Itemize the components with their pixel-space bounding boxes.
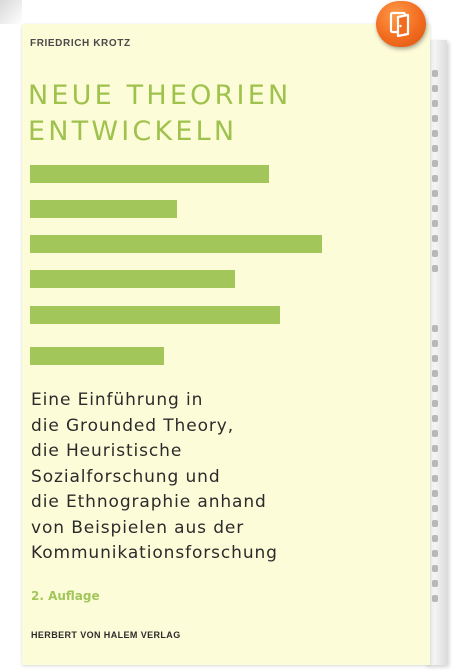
page-edge-mark xyxy=(432,145,438,152)
page-edge-mark xyxy=(432,175,438,182)
page-edge-mark xyxy=(432,205,438,212)
corner-shadow xyxy=(0,0,22,24)
decorative-bar-6 xyxy=(30,347,164,365)
page-edge-mark xyxy=(432,595,438,602)
subtitle-line: die Grounded Theory, xyxy=(31,415,235,436)
page-edge-mark xyxy=(432,100,438,107)
read-preview-button[interactable] xyxy=(376,1,426,47)
page-edge-mark xyxy=(432,475,438,482)
edition-label: 2. Auflage xyxy=(31,589,100,603)
page-edge-mark xyxy=(432,505,438,512)
page-edge-mark xyxy=(432,445,438,452)
decorative-bar-3 xyxy=(30,235,322,253)
page-edge-mark xyxy=(432,580,438,587)
page-edge-mark xyxy=(432,325,438,332)
subtitle-line: Kommunikationsforschung xyxy=(31,543,278,563)
page-edge-mark xyxy=(432,490,438,497)
open-book-icon xyxy=(389,11,410,37)
page-edge-mark xyxy=(432,355,438,362)
page-edge-mark xyxy=(432,115,438,122)
decorative-bar-1 xyxy=(30,165,269,183)
page-edge-mark xyxy=(432,85,438,92)
page-edge-mark xyxy=(432,235,438,242)
publisher-name: HERBERT VON HALEM VERLAG xyxy=(31,630,181,640)
page-stack-edge xyxy=(425,40,447,665)
page-edge-mark xyxy=(432,415,438,422)
author-name: FRIEDRICH KROTZ xyxy=(30,38,131,49)
page-edge-mark xyxy=(432,400,438,407)
subtitle-line: die Ethnographie anhand xyxy=(31,492,267,512)
subtitle-line: Eine Einführung in xyxy=(31,390,204,410)
subtitle-line: von Beispielen aus der xyxy=(31,517,245,538)
page-edge-mark xyxy=(432,220,438,227)
decorative-bar-5 xyxy=(30,306,280,324)
page-edge-mark xyxy=(432,535,438,542)
page-edge-mark xyxy=(432,340,438,347)
page-edge-mark xyxy=(432,190,438,197)
page-edge-mark xyxy=(432,160,438,167)
page-edge-mark xyxy=(432,370,438,377)
page-edge-mark xyxy=(432,460,438,467)
page-edge-mark xyxy=(432,550,438,557)
page-edge-mark xyxy=(432,250,438,257)
page-edge-mark xyxy=(432,385,438,392)
page-edge-mark xyxy=(432,430,438,437)
page-edge-mark xyxy=(432,130,438,137)
page-edge-mark xyxy=(432,70,438,77)
title-line-1: NEUE THEORIEN xyxy=(28,80,292,111)
decorative-bar-2 xyxy=(30,200,177,218)
decorative-bar-4 xyxy=(30,270,235,288)
title-line-2: ENTWICKELN xyxy=(28,116,238,147)
subtitle-line: Sozialforschung und xyxy=(31,466,221,487)
page-edge-mark xyxy=(432,265,438,272)
book-cover[interactable] xyxy=(22,24,430,665)
subtitle-line: die Heuristische xyxy=(31,441,183,461)
page-edge-mark xyxy=(432,565,438,572)
book-subtitle: Eine Einführung in die Grounded Theory, … xyxy=(31,388,278,567)
page-edge-mark xyxy=(432,520,438,527)
